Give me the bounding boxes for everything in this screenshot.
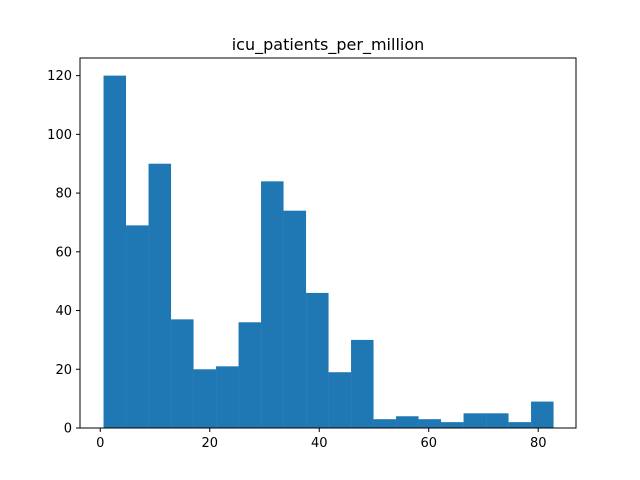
y-tick-label: 40 <box>55 304 72 319</box>
histogram-bar <box>103 75 127 428</box>
histogram-bar <box>148 163 172 428</box>
chart-title: icu_patients_per_million <box>232 35 425 55</box>
histogram-bar <box>328 372 352 428</box>
y-axis: 0 20 40 60 80 100 120 <box>47 69 80 437</box>
plot-frame <box>79 57 577 429</box>
histogram-bar <box>238 322 262 428</box>
histogram-bar <box>306 292 329 428</box>
histogram-bar <box>216 366 239 428</box>
histogram-bar <box>396 416 419 428</box>
histogram-bar <box>373 419 397 428</box>
x-tick-label: 20 <box>201 436 218 451</box>
y-tick-label: 0 <box>64 422 72 437</box>
histogram-bar <box>351 339 374 428</box>
histogram-bar <box>193 369 217 428</box>
histogram-bar <box>508 422 532 428</box>
histogram-bar <box>486 413 509 428</box>
histogram-bar <box>126 225 149 428</box>
histogram-bar <box>418 419 442 428</box>
bars-group <box>103 75 554 428</box>
histogram-bar <box>441 422 464 428</box>
histogram-bar <box>261 181 284 428</box>
y-tick-label: 80 <box>55 187 72 202</box>
y-tick-label: 120 <box>47 69 72 84</box>
y-tick-label: 60 <box>55 245 72 260</box>
y-tick-label: 100 <box>47 128 72 143</box>
x-tick-label: 0 <box>96 436 104 451</box>
histogram-bar <box>531 401 554 428</box>
x-tick-label: 80 <box>530 436 547 451</box>
histogram-bar <box>171 319 194 428</box>
x-tick-label: 40 <box>311 436 328 451</box>
histogram-bar <box>463 413 487 428</box>
y-tick-label: 20 <box>55 363 72 378</box>
x-tick-label: 60 <box>420 436 437 451</box>
histogram-bar <box>283 210 307 428</box>
x-axis: 0 20 40 60 80 <box>96 428 546 451</box>
